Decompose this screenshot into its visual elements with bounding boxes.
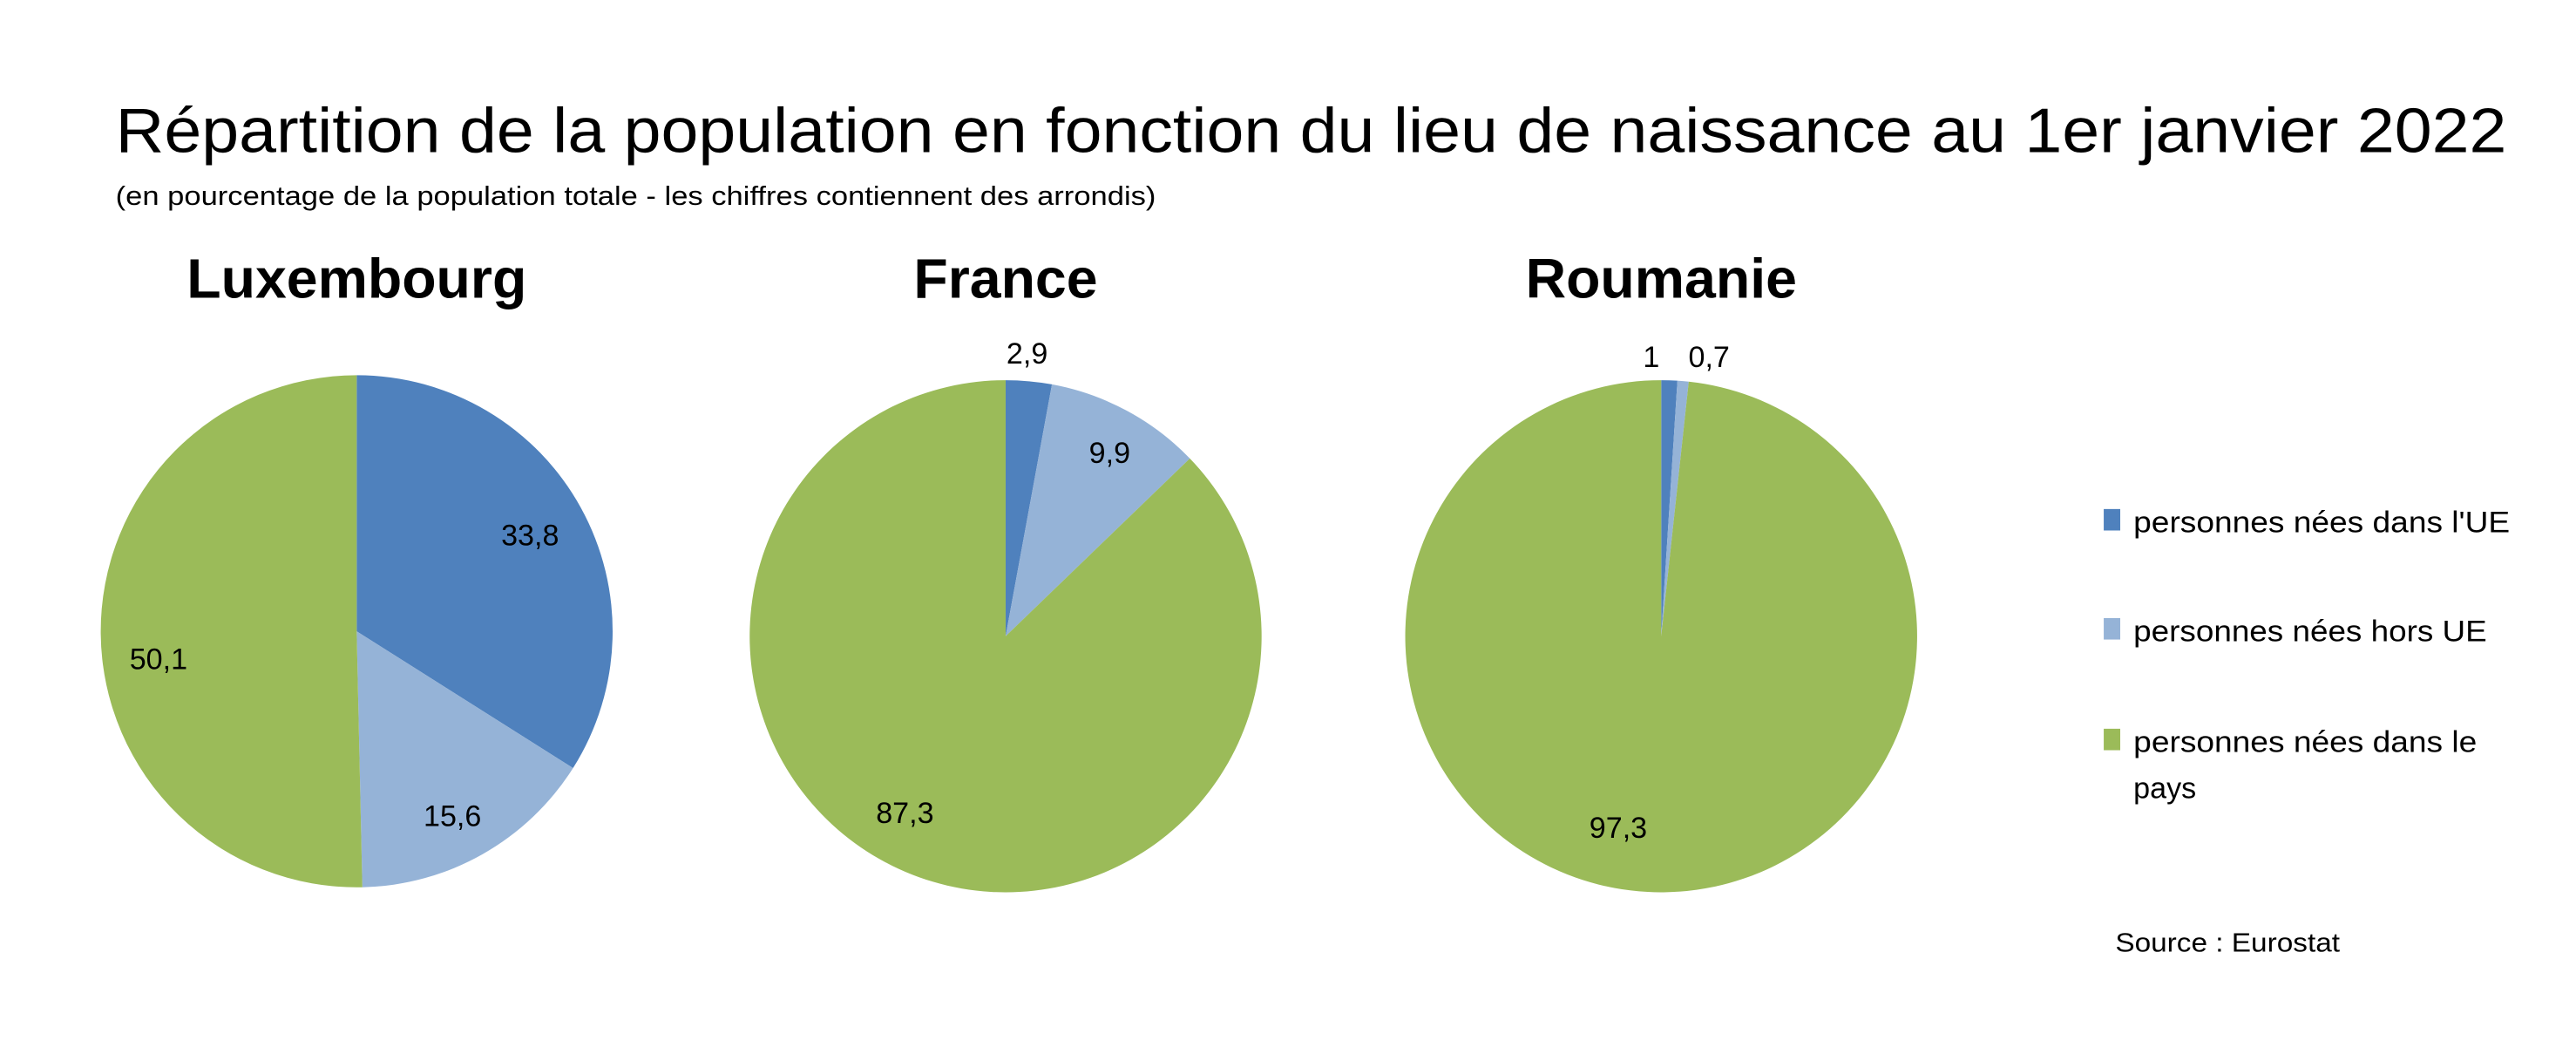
- pie-france: France 2,9 9,9 87,3: [749, 247, 1262, 893]
- pie-luxembourg: Luxembourg 33,8 15,6 50,1: [100, 247, 613, 888]
- pie-slice-ue: [1661, 380, 1678, 636]
- chart-title: Répartition de la population en fonction…: [116, 97, 2507, 167]
- legend-swatch-pays: [2104, 728, 2121, 751]
- source-note: Source : Eurostat: [2115, 929, 2340, 958]
- pie-slice-hors-ue: [1661, 380, 1689, 636]
- data-label-hors-ue: 9,9: [1089, 437, 1130, 470]
- pie-slice-hors-ue: [356, 631, 573, 888]
- legend-label-ue: personnes nées dans l'UE: [2133, 506, 2510, 539]
- data-label-hors-ue: 15,6: [424, 800, 481, 833]
- data-label-ue: 33,8: [501, 520, 559, 553]
- legend-swatch-hors-ue: [2104, 617, 2121, 640]
- pie-slice-pays: [1405, 380, 1917, 893]
- pie-title: Roumanie: [1526, 247, 1797, 309]
- legend: personnes nées dans l'UE personnes nées …: [2104, 506, 2510, 805]
- pie-roumanie: Roumanie 1 0,7 97,3: [1405, 247, 1917, 893]
- chart-subtitle: (en pourcentage de la population totale …: [116, 182, 1156, 211]
- legend-label-pays-line2: pays: [2133, 772, 2196, 805]
- pie-slice-ue: [356, 375, 613, 768]
- pie-title: Luxembourg: [186, 247, 526, 309]
- legend-label-pays: personnes nées dans le: [2133, 725, 2477, 758]
- pie-slice-pays: [749, 380, 1262, 893]
- data-label-pays: 50,1: [130, 643, 187, 677]
- data-label-ue: 2,9: [1007, 337, 1047, 371]
- legend-swatch-ue: [2104, 508, 2121, 531]
- data-label-ue: 1: [1643, 341, 1659, 374]
- pie-title: France: [913, 247, 1097, 309]
- pie-slice-ue: [1005, 380, 1053, 636]
- data-label-hors-ue: 0,7: [1688, 341, 1729, 374]
- data-label-pays: 87,3: [876, 797, 933, 830]
- pie-slice-pays: [100, 375, 363, 888]
- data-label-pays: 97,3: [1590, 812, 1647, 845]
- legend-label-hors-ue: personnes nées hors UE: [2133, 615, 2487, 648]
- pies: Luxembourg 33,8 15,6 50,1 France 2,9 9,9 87,3 Ro…: [100, 247, 1917, 893]
- pie-slice-hors-ue: [1005, 384, 1190, 636]
